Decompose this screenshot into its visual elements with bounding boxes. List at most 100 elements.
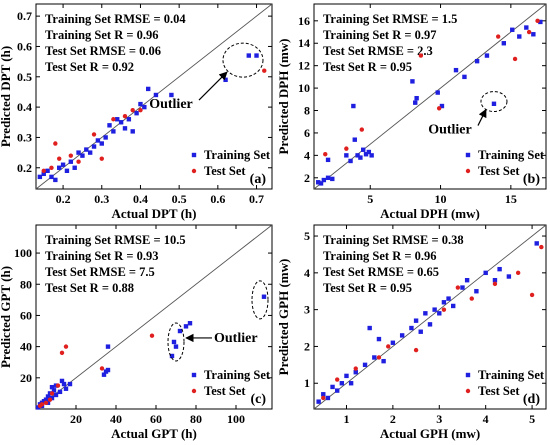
- training-point: [60, 162, 66, 167]
- training-point: [497, 266, 502, 272]
- training-point: [348, 158, 353, 164]
- training-point: [67, 381, 73, 387]
- test-point: [539, 244, 544, 250]
- training-point: [45, 168, 50, 174]
- stats-line: Test Set RMSE = 2.3: [323, 44, 433, 58]
- training-point: [316, 399, 321, 404]
- panel-label: (a): [250, 172, 267, 187]
- y-tick-label: 1: [304, 376, 310, 390]
- training-point: [134, 110, 139, 116]
- test-point: [386, 344, 391, 349]
- test-point: [418, 53, 424, 58]
- y-tick-label: 14: [298, 36, 310, 50]
- y-axis-label: Predicted GPH (mw): [276, 259, 291, 376]
- training-point: [474, 289, 479, 294]
- x-tick-label: 80: [190, 412, 202, 426]
- stats-line: Training Set RMSE = 0.38: [323, 233, 464, 247]
- chart-panel: 20 40 60 80 100 20 40 60 80 100 Actual GPT (h) Pred…: [0, 224, 273, 441]
- training-point: [352, 137, 357, 142]
- y-tick-label: 0.4: [17, 100, 32, 114]
- training-point: [366, 149, 372, 155]
- y-axis-label: Predicted DPH (mw): [276, 38, 291, 154]
- training-point: [372, 355, 377, 360]
- legend-training-marker: [191, 372, 197, 378]
- y-tick-label: 0.3: [17, 130, 32, 144]
- training-point: [138, 101, 143, 107]
- training-point: [35, 405, 41, 410]
- x-axis-label: Actual DPH (mw): [380, 206, 480, 221]
- x-tick-label: 15: [505, 192, 517, 206]
- test-point: [130, 107, 135, 113]
- test-point: [535, 18, 540, 24]
- test-point: [376, 355, 382, 360]
- y-tick-label: 100: [14, 246, 32, 260]
- training-point: [103, 135, 108, 140]
- x-tick-label: 1: [343, 412, 349, 426]
- training-point: [105, 367, 111, 373]
- training-point: [153, 92, 159, 98]
- training-point: [177, 328, 183, 334]
- stats-line: Training Set RMSE = 1.5: [323, 12, 457, 26]
- x-axis-label: Actual GPH (mw): [380, 426, 480, 441]
- training-point: [171, 339, 177, 345]
- stats-line: Test Set R = 0.95: [323, 60, 412, 74]
- legend-training-marker: [465, 372, 471, 378]
- identity-line: [313, 3, 547, 190]
- x-tick-label: 40: [110, 412, 122, 426]
- y-axis-label: Predicted DPT (h): [0, 46, 13, 147]
- training-point: [414, 95, 419, 101]
- training-point: [399, 333, 405, 338]
- training-point: [63, 386, 69, 391]
- test-point: [138, 107, 143, 113]
- training-point: [501, 41, 507, 46]
- training-point: [325, 175, 331, 180]
- legend-test-label: Test Set: [478, 164, 520, 178]
- training-point: [427, 322, 433, 327]
- stats-line: Test Set RMSE = 0.65: [323, 265, 439, 279]
- y-tick-label: 0.5: [17, 70, 32, 84]
- y-tick-label: 4: [304, 266, 310, 280]
- test-point: [359, 127, 365, 132]
- test-point: [49, 165, 54, 170]
- test-point: [99, 156, 104, 161]
- training-point: [344, 373, 349, 379]
- test-point: [39, 402, 45, 407]
- legend-test-marker: [465, 388, 471, 394]
- training-point: [330, 176, 335, 182]
- test-point: [323, 152, 328, 157]
- training-point: [49, 174, 54, 180]
- y-tick-label: 4: [304, 148, 310, 162]
- test-point: [512, 56, 518, 62]
- training-point: [68, 159, 74, 164]
- x-axis-label: Actual DPT (h): [112, 206, 197, 221]
- x-tick-label: 2: [390, 412, 396, 426]
- y-tick-label: 3: [304, 303, 310, 317]
- training-point: [423, 311, 428, 316]
- y-tick-label: 5: [304, 229, 310, 243]
- training-point: [57, 165, 62, 170]
- training-point: [126, 117, 132, 122]
- training-point: [361, 147, 366, 152]
- training-point: [464, 278, 470, 283]
- chart-panel: 1 2 3 4 5 1 2 3 4 5 Actual GPH (mw) Predicted GPH (…: [276, 224, 547, 441]
- test-point: [353, 366, 358, 371]
- y-tick-label: 0.6: [17, 39, 32, 53]
- test-point: [441, 307, 447, 312]
- training-point: [41, 171, 46, 177]
- test-point: [43, 400, 49, 405]
- outlier-label: Outlier: [149, 97, 193, 112]
- training-point: [183, 324, 189, 329]
- training-point: [441, 300, 447, 305]
- training-point: [49, 395, 55, 401]
- test-point: [321, 395, 326, 401]
- x-tick-label: 4: [483, 412, 489, 426]
- training-point: [483, 270, 488, 276]
- training-point: [87, 150, 93, 155]
- training-point: [376, 336, 382, 342]
- test-point: [68, 153, 74, 158]
- test-point: [492, 281, 498, 287]
- test-point: [436, 106, 442, 111]
- training-point: [510, 27, 515, 32]
- training-point: [432, 307, 437, 312]
